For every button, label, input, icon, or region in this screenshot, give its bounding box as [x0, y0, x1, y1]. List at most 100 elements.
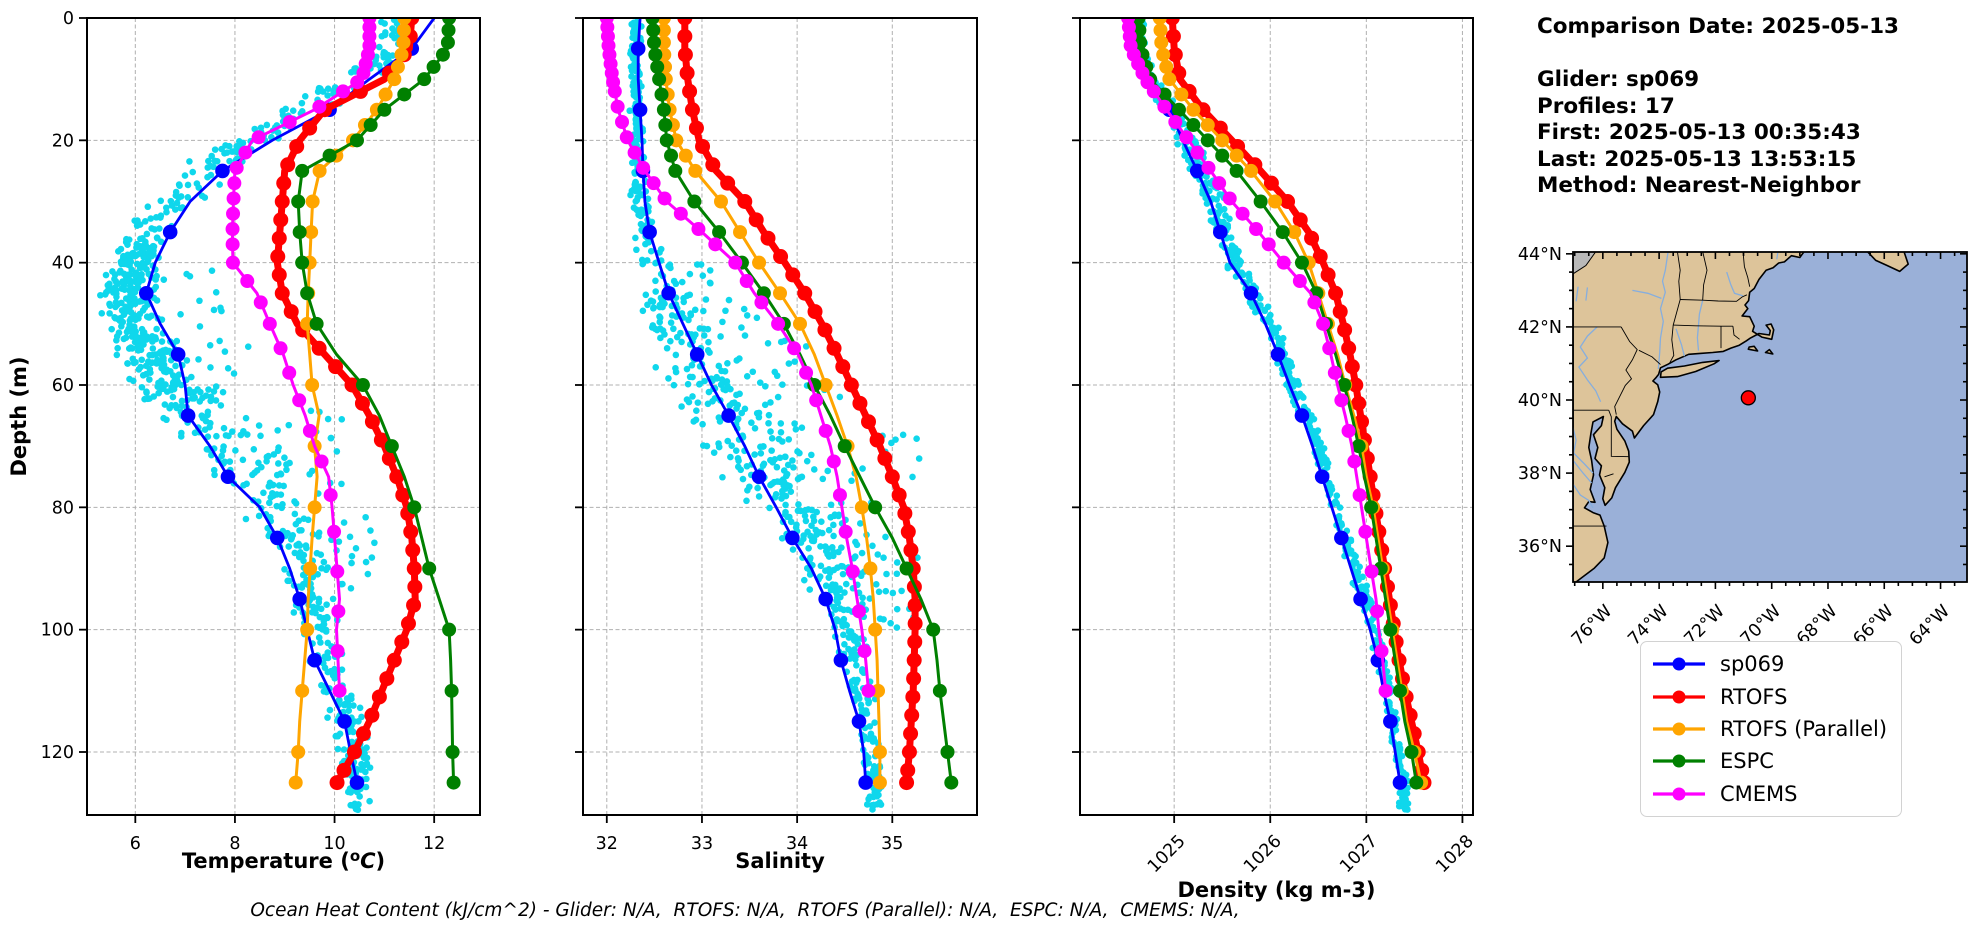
map-state-border-5: [1673, 324, 1733, 327]
density-plot: 1025 1026 1027 1028 Density (kg m-3): [1072, 17, 1478, 902]
temperature-series-rtofs: [270, 18, 423, 791]
salinity-series-sp069: [630, 18, 873, 790]
salinity-series-cmems: [599, 18, 876, 698]
temperature-y-axis: [79, 17, 87, 753]
svg-text:60: 60: [52, 376, 74, 396]
legend-sample-sp069: [1653, 657, 1705, 671]
temperature-x-axis: [134, 815, 436, 823]
glider-id: Glider: sp069: [1537, 67, 1700, 93]
legend-sample-cmems: [1653, 787, 1705, 801]
map-lon-label-64: 64°W: [1906, 601, 1954, 649]
legend-item-rtofs: RTOFS: [1651, 682, 1901, 712]
map-land-0: [1573, 252, 1805, 582]
legend-item-rtofs-parallel: RTOFS (Parallel): [1651, 714, 1901, 744]
svg-text:8: 8: [229, 834, 240, 854]
info-panel: Comparison Date: 2025-05-13 Glider: sp06…: [1537, 14, 1957, 199]
legend-sample-rtofs: [1653, 690, 1705, 704]
map-lat-label-42: 42°N: [1518, 318, 1562, 338]
svg-text:0: 0: [63, 9, 74, 29]
model-legend: sp069 RTOFS RTOFS (Parallel) ESPC CMEMS: [1640, 641, 1902, 817]
map-state-border-3: [1702, 252, 1708, 301]
map-lake-0: [1573, 252, 1597, 275]
svg-text:100: 100: [41, 621, 74, 641]
map-state-border-0: [1677, 252, 1681, 300]
svg-text:Salinity: Salinity: [735, 849, 825, 873]
legend-item-espc: ESPC: [1651, 746, 1901, 776]
svg-text:12: 12: [423, 834, 445, 854]
map-lon-label-76: 76°W: [1568, 601, 1616, 649]
comparison-date: Comparison Date: 2025-05-13: [1537, 14, 1900, 39]
map-river-10: [1585, 287, 1589, 301]
svg-text:1028: 1028: [1432, 831, 1478, 877]
temperature-glider-scatter: [97, 18, 417, 814]
map-river-6: [1573, 483, 1594, 509]
density-y-axis: [1072, 17, 1080, 753]
map-lat-label-44: 44°N: [1518, 245, 1562, 265]
svg-text:Density (kg m-3): Density (kg m-3): [1177, 878, 1375, 902]
map-river-2: [1696, 300, 1704, 351]
svg-text:1025: 1025: [1144, 831, 1190, 877]
map-state-border-2: [1680, 294, 1748, 302]
map-river-1: [1632, 289, 1662, 300]
svg-text:35: 35: [881, 834, 903, 854]
map-river-3: [1578, 326, 1602, 403]
map-river-5: [1573, 459, 1593, 484]
svg-text:Temperature (oC): Temperature (oC): [182, 847, 385, 873]
map-state-border-10: [1614, 326, 1638, 415]
legend-sample-espc: [1653, 754, 1705, 768]
first-profile-time: First: 2025-05-13 00:35:43: [1537, 120, 1861, 146]
map-state-border-14: [1604, 473, 1614, 478]
last-profile-time: Last: 2025-05-13 13:53:15: [1537, 146, 1857, 172]
map-river-11: [1675, 328, 1686, 357]
salinity-y-axis: [575, 17, 583, 753]
map-state-border-8: [1638, 349, 1661, 365]
legend-item-sp069: sp069: [1651, 649, 1901, 679]
legend-item-cmems: CMEMS: [1651, 779, 1901, 809]
svg-text:33: 33: [691, 834, 713, 854]
svg-text:20: 20: [52, 131, 74, 151]
location-map: 36°N38°N40°N42°N44°N76°W 74°W 72°W 70°W 68°W…: [1518, 245, 1968, 650]
density-series-cmems: [1121, 18, 1393, 698]
map-state-border-7: [1732, 326, 1740, 340]
svg-text:120: 120: [41, 743, 74, 763]
svg-text:32: 32: [596, 834, 618, 854]
svg-text:34: 34: [786, 834, 808, 854]
map-ticks: [1566, 252, 1967, 589]
map-lat-label-38: 38°N: [1518, 464, 1562, 484]
depth-axis-label: Depth (m): [7, 356, 31, 476]
svg-text:40: 40: [52, 254, 74, 274]
legend-label-cmems: CMEMS: [1720, 781, 1798, 806]
svg-text:6: 6: [130, 834, 141, 854]
map-land-3: [1764, 348, 1774, 355]
map-land-2: [1747, 345, 1759, 352]
comparison-method: Method: Nearest-Neighbor: [1537, 173, 1861, 199]
legend-label-sp069: sp069: [1720, 652, 1785, 677]
svg-text:10: 10: [323, 834, 345, 854]
profile-count: Profiles: 17: [1537, 93, 1675, 119]
map-lat-label-40: 40°N: [1518, 391, 1562, 411]
map-river-9: [1575, 286, 1579, 302]
salinity-series-rtofs: [677, 18, 923, 791]
map-lat-label-36: 36°N: [1518, 537, 1562, 557]
svg-text:1027: 1027: [1336, 831, 1382, 877]
map-state-border-12: [1608, 410, 1630, 458]
salinity-plot: 32 33 34 35 Salinity: [575, 17, 978, 873]
legend-label-rtofs-parallel: RTOFS (Parallel): [1720, 716, 1888, 741]
legend-label-rtofs: RTOFS: [1720, 684, 1788, 709]
map-river-7: [1726, 271, 1744, 297]
salinity-series-rtofs-parallel-: [656, 18, 887, 790]
salinity-x-axis: [605, 815, 894, 823]
legend-sample-rtofs-parallel: [1653, 722, 1705, 736]
map-state-border-4: [1742, 252, 1751, 287]
map-land-1: [1659, 359, 1720, 379]
ohc-footer: Ocean Heat Content (kJ/cm^2) - Glider: N…: [250, 900, 1240, 921]
map-state-border-1: [1669, 299, 1681, 363]
density-x-axis: [1173, 815, 1464, 823]
temperature-series-cmems: [225, 18, 377, 698]
temperature-series-espc: [291, 18, 461, 790]
glider-position-dot: [1740, 390, 1756, 406]
map-land-4: [1866, 252, 1909, 273]
svg-text:80: 80: [52, 498, 74, 518]
